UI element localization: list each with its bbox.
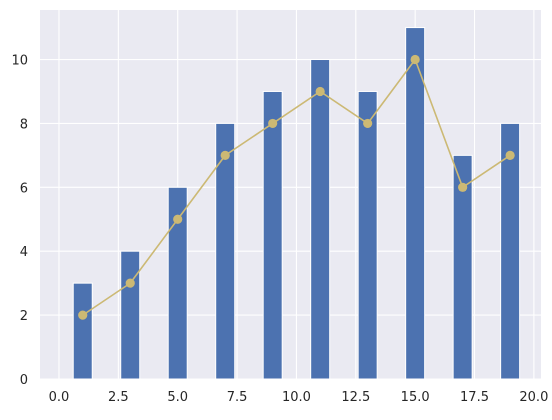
- line-point-5: [315, 86, 325, 97]
- bar-7: [405, 27, 426, 380]
- bar-4: [262, 90, 283, 380]
- line-point-2: [173, 214, 183, 224]
- line-point-8: [458, 182, 468, 192]
- x-tick-label-5: 12.5: [341, 390, 370, 405]
- x-tick-label-4: 10.0: [282, 390, 311, 405]
- line-point-1: [125, 278, 135, 288]
- x-tick-label-3: 7.5: [227, 390, 248, 405]
- x-tick-label-2: 5.0: [167, 390, 188, 405]
- line-point-0: [78, 310, 88, 320]
- bar-2: [167, 186, 188, 380]
- x-tick-label-7: 17.5: [460, 390, 489, 405]
- bar-1: [120, 250, 141, 380]
- y-tick-label-3: 6: [20, 181, 28, 196]
- line-point-6: [363, 118, 373, 129]
- bar-9: [500, 122, 521, 380]
- x-tick-label-0: 0.0: [49, 390, 70, 405]
- bar-6: [357, 90, 378, 380]
- y-tick-label-2: 4: [20, 245, 28, 260]
- line-point-9: [505, 150, 515, 160]
- line-point-4: [268, 118, 278, 129]
- bar-0: [72, 282, 93, 380]
- line-point-7: [410, 54, 420, 65]
- y-tick-label-0: 0: [20, 373, 28, 388]
- line-path: [82, 57, 511, 316]
- bar-3: [215, 122, 236, 380]
- bar-8: [452, 154, 473, 380]
- x-tick-label-1: 2.5: [108, 390, 129, 405]
- bar-5: [310, 59, 331, 380]
- x-tick-label-8: 20.0: [519, 390, 548, 405]
- x-axis-ticks: 0.0 2.5 5.0 7.5 10.0 12.5 15.0 17.5 20.0: [49, 390, 549, 405]
- y-tick-label-1: 2: [20, 309, 28, 324]
- bar-series: [72, 27, 521, 380]
- y-tick-label-5: 10: [11, 54, 28, 69]
- line-series: [78, 54, 515, 320]
- line-point-3: [220, 150, 230, 160]
- x-tick-label-6: 15.0: [401, 390, 430, 405]
- y-tick-label-4: 8: [20, 117, 28, 132]
- y-axis-ticks: 0 2 4 6 8 10: [11, 54, 28, 388]
